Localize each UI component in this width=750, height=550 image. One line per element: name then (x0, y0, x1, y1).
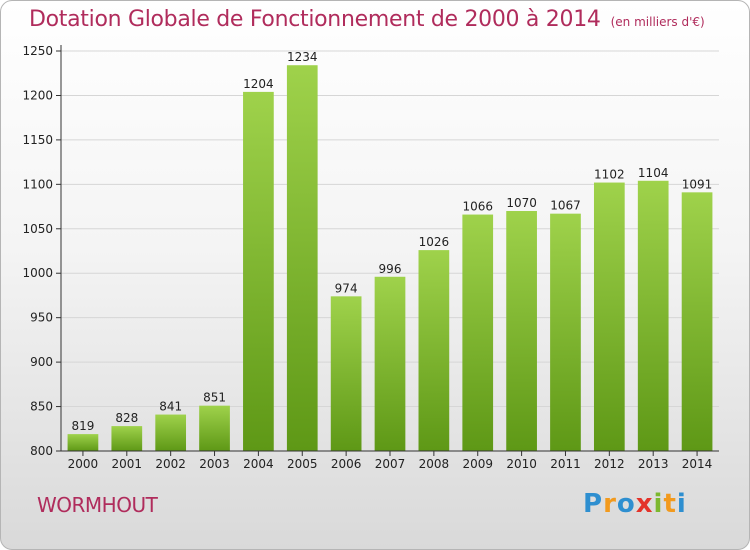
y-tick-label: 1250 (22, 44, 53, 58)
x-tick-label: 2010 (506, 457, 537, 471)
data-label: 1102 (594, 168, 625, 182)
bar-2006 (330, 296, 362, 451)
data-label: 1070 (506, 196, 537, 210)
y-tick-label: 1200 (22, 88, 53, 102)
y-tick-label: 1150 (22, 133, 53, 147)
data-label: 974 (335, 281, 358, 295)
x-tick-label: 2004 (243, 457, 274, 471)
data-label: 1104 (638, 166, 669, 180)
bar-2004 (243, 91, 274, 451)
axes: 800 850 900 950 1000 1050 1100 1150 1200 1250 2000… (22, 44, 719, 471)
bar-2000 (67, 434, 99, 451)
logo-letter: r (603, 489, 617, 519)
data-labels: 819 828 841 851 1204 1234 974 996 1026 1066 1070 10… (71, 50, 712, 433)
y-tick-label: 900 (30, 355, 53, 369)
x-tick-label: 2001 (112, 457, 143, 471)
data-label: 1067 (550, 199, 581, 213)
logo-letter: i (676, 489, 687, 519)
data-label: 1204 (243, 77, 274, 91)
x-tick-label: 2011 (550, 457, 581, 471)
y-tick-label: 1100 (22, 177, 53, 191)
data-label: 819 (71, 419, 94, 433)
commune-name: WORMHOUT (37, 493, 158, 517)
x-tick-label: 2005 (287, 457, 318, 471)
bar-2002 (155, 414, 187, 451)
x-tick-label: 2007 (375, 457, 406, 471)
data-label: 851 (203, 391, 226, 405)
x-tick-label: 2002 (155, 457, 186, 471)
bar-2009 (462, 214, 494, 451)
x-tick-label: 2012 (594, 457, 625, 471)
bar-2003 (199, 405, 230, 451)
chart-title: Dotation Globale de Fonctionnement de 20… (29, 7, 705, 32)
data-label: 996 (379, 262, 402, 276)
logo-letter: i (653, 489, 664, 519)
logo-letter: P (583, 489, 604, 519)
data-label: 1066 (462, 200, 493, 214)
y-tick-label: 850 (30, 400, 53, 414)
x-tick-label: 2006 (331, 457, 362, 471)
x-tick-label: 2009 (462, 457, 493, 471)
data-label: 841 (159, 400, 182, 414)
x-tick-label: 2008 (419, 457, 450, 471)
bar-2007 (374, 276, 406, 451)
bar-2008 (418, 250, 450, 451)
data-label: 1091 (682, 177, 713, 191)
bar-2001 (111, 426, 143, 451)
data-label: 828 (115, 411, 138, 425)
logo-letter: x (635, 489, 654, 519)
proxiti-logo: Proxiti (583, 489, 687, 519)
bar-2012 (593, 182, 625, 452)
bar-2005 (286, 65, 318, 451)
bars (67, 65, 713, 452)
x-tick-label: 2003 (199, 457, 230, 471)
x-tick-label: 2014 (682, 457, 713, 471)
chart-title-text: Dotation Globale de Fonctionnement de 20… (29, 7, 601, 32)
y-tick-label: 950 (30, 311, 53, 325)
chart-unit: (en milliers d'€) (610, 15, 705, 29)
y-tick-label: 1050 (22, 222, 53, 236)
x-tick-label: 2013 (638, 457, 669, 471)
bar-2014 (681, 192, 713, 452)
y-tick-label: 1000 (22, 266, 53, 280)
bar-2010 (506, 211, 537, 451)
x-tick-label: 2000 (68, 457, 99, 471)
bar-2013 (637, 180, 669, 451)
data-label: 1026 (419, 235, 450, 249)
logo-letter: o (616, 489, 636, 519)
y-tick-label: 800 (30, 444, 53, 458)
logo-letter: t (663, 489, 677, 519)
data-label: 1234 (287, 50, 318, 64)
bar-2011 (550, 213, 581, 451)
